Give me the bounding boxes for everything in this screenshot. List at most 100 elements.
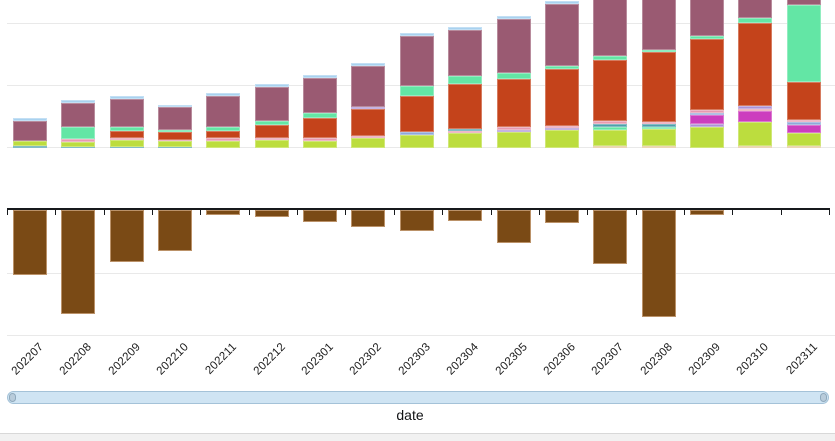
segment-pink[interactable] <box>642 122 676 124</box>
segment-brown[interactable] <box>400 210 434 231</box>
segment-lightblue[interactable] <box>255 84 289 87</box>
segment-pink[interactable] <box>448 131 482 133</box>
segment-yellowgreen[interactable] <box>448 133 482 148</box>
segment-lightblue[interactable] <box>110 96 144 99</box>
segment-orange[interactable] <box>303 118 337 138</box>
segment-yellowgreen[interactable] <box>351 138 385 148</box>
segment-brown[interactable] <box>255 210 289 217</box>
segment-lightblue[interactable] <box>545 1 579 4</box>
segment-lightblue[interactable] <box>497 16 531 19</box>
bar-202306-negative-stack[interactable] <box>545 210 579 223</box>
bar-202207-positive-stack[interactable] <box>13 118 47 148</box>
segment-brown[interactable] <box>545 210 579 223</box>
bar-202308-positive-stack[interactable] <box>642 0 676 148</box>
segment-mint[interactable] <box>497 73 531 79</box>
segment-orange[interactable] <box>690 39 724 110</box>
bar-202208-negative-stack[interactable] <box>61 210 95 314</box>
segment-purple[interactable] <box>206 96 240 127</box>
segment-brown[interactable] <box>61 210 95 314</box>
bar-202302-negative-stack[interactable] <box>351 210 385 227</box>
segment-mint[interactable] <box>448 76 482 84</box>
segment-lightblue[interactable] <box>158 105 192 107</box>
segment-lightblue[interactable] <box>400 33 434 36</box>
bar-202309-negative-stack[interactable] <box>690 210 724 215</box>
bar-202211-negative-stack[interactable] <box>206 210 240 215</box>
segment-purple[interactable] <box>255 87 289 121</box>
segment-mint[interactable] <box>158 130 192 132</box>
segment-purple[interactable] <box>351 66 385 107</box>
segment-mint[interactable] <box>61 127 95 139</box>
segment-mint[interactable] <box>545 66 579 69</box>
segment-yellowgreen[interactable] <box>497 132 531 148</box>
segment-mint[interactable] <box>255 121 289 125</box>
segment-lightblue[interactable] <box>351 63 385 66</box>
segment-periwinkle[interactable] <box>400 132 434 135</box>
segment-lightblue[interactable] <box>13 118 47 121</box>
segment-yellowgreen[interactable] <box>593 130 627 146</box>
segment-purple[interactable] <box>158 107 192 130</box>
segment-yellowgreen[interactable] <box>158 141 192 147</box>
segment-mint[interactable] <box>738 18 772 23</box>
segment-magenta[interactable] <box>738 111 772 122</box>
bar-202304-negative-stack[interactable] <box>448 210 482 221</box>
segment-yellowgreen[interactable] <box>255 140 289 148</box>
segment-pink[interactable] <box>110 138 144 140</box>
segment-orange[interactable] <box>448 84 482 129</box>
segment-yellowgreen[interactable] <box>13 141 47 146</box>
bar-202305-negative-stack[interactable] <box>497 210 531 243</box>
bar-202307-positive-stack[interactable] <box>593 0 627 148</box>
segment-teal[interactable] <box>448 129 482 131</box>
segment-yellowgreen[interactable] <box>690 127 724 148</box>
segment-mint[interactable] <box>593 56 627 60</box>
segment-mint[interactable] <box>690 36 724 39</box>
segment-yellowgreen[interactable] <box>61 142 95 147</box>
segment-orange[interactable] <box>497 79 531 127</box>
segment-orange[interactable] <box>110 131 144 138</box>
segment-purple[interactable] <box>448 30 482 76</box>
segment-orange[interactable] <box>787 82 821 120</box>
segment-orange[interactable] <box>738 23 772 106</box>
segment-brown[interactable] <box>642 210 676 317</box>
segment-pink[interactable] <box>206 138 240 141</box>
segment-pink[interactable] <box>351 136 385 138</box>
bar-202212-positive-stack[interactable] <box>255 84 289 148</box>
segment-orange[interactable] <box>593 60 627 121</box>
bar-202311-positive-stack[interactable] <box>787 0 821 148</box>
segment-mint[interactable] <box>303 113 337 118</box>
segment-mint[interactable] <box>206 127 240 131</box>
segment-yellowgreen[interactable] <box>787 133 821 146</box>
segment-purple[interactable] <box>497 19 531 73</box>
segment-purple[interactable] <box>400 36 434 86</box>
segment-teal[interactable] <box>642 124 676 127</box>
segment-yellowgreen[interactable] <box>400 135 434 148</box>
segment-brown[interactable] <box>497 210 531 243</box>
segment-purple[interactable] <box>110 99 144 127</box>
segment-purple[interactable] <box>545 4 579 66</box>
segment-lavender[interactable] <box>497 130 531 132</box>
segment-pink[interactable] <box>158 140 192 141</box>
segment-teal[interactable] <box>593 124 627 127</box>
segment-orange[interactable] <box>351 109 385 136</box>
bar-202301-negative-stack[interactable] <box>303 210 337 222</box>
segment-teal[interactable] <box>13 146 47 148</box>
bar-202208-positive-stack[interactable] <box>61 100 95 148</box>
segment-purple[interactable] <box>593 0 627 56</box>
segment-mint[interactable] <box>642 127 676 129</box>
segment-pink[interactable] <box>738 109 772 111</box>
segment-orange[interactable] <box>158 132 192 140</box>
segment-brown[interactable] <box>690 210 724 215</box>
segment-brown[interactable] <box>351 210 385 227</box>
segment-orange[interactable] <box>642 52 676 122</box>
segment-lightblue[interactable] <box>448 27 482 30</box>
segment-lavender[interactable] <box>545 128 579 130</box>
bar-202305-positive-stack[interactable] <box>497 16 531 148</box>
segment-pink[interactable] <box>545 126 579 128</box>
segment-mint[interactable] <box>110 127 144 131</box>
segment-brown[interactable] <box>110 210 144 262</box>
segment-lavender[interactable] <box>738 106 772 109</box>
segment-brown[interactable] <box>448 210 482 221</box>
segment-pink[interactable] <box>593 121 627 124</box>
segment-brown[interactable] <box>13 210 47 275</box>
segment-magenta[interactable] <box>787 125 821 133</box>
x-scrollbar[interactable] <box>7 391 829 404</box>
